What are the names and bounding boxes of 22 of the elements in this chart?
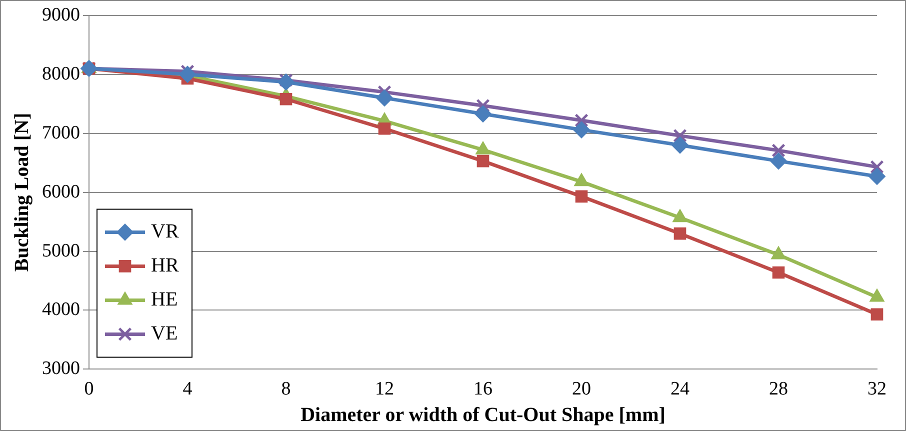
y-tick-label: 3000 [42, 358, 80, 380]
x-tick-label: 32 [868, 378, 886, 400]
y-tick-label: 5000 [42, 240, 80, 262]
legend-label: VR [151, 220, 180, 242]
x-tick-label: 16 [474, 378, 492, 400]
legend-label: VE [151, 322, 178, 344]
x-tick-label: 4 [182, 378, 193, 400]
y-tick-label: 6000 [42, 181, 80, 202]
x-axis-title: Diameter or width of Cut-Out Shape [mm] [300, 404, 666, 426]
x-tick-label: 0 [84, 378, 94, 400]
x-tick-label: 8 [281, 378, 291, 400]
y-tick-label: 7000 [42, 122, 80, 144]
x-tick-label: 12 [375, 378, 394, 400]
y-tick-label: 4000 [42, 299, 80, 320]
legend-label: HE [151, 288, 178, 310]
y-axis-title: Buckling Load [N] [11, 112, 34, 272]
x-tick-label: 20 [572, 378, 591, 400]
y-tick-label: 8000 [42, 63, 80, 84]
y-tick-label: 9000 [42, 4, 80, 26]
x-tick-label: 28 [769, 378, 788, 400]
x-tick-label: 24 [670, 378, 690, 400]
legend-label: HR [151, 254, 180, 276]
